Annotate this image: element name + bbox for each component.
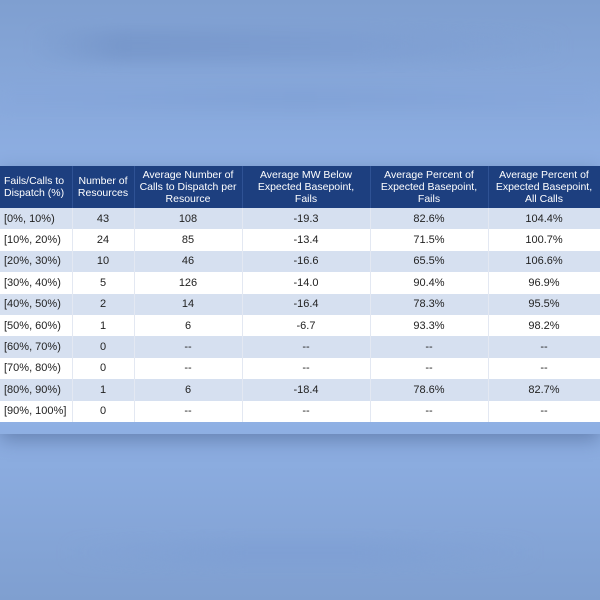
table-cell: -- xyxy=(134,357,243,380)
table-cell: -13.4 xyxy=(242,229,371,251)
table-cell: -- xyxy=(488,336,600,358)
table-cell: [0%, 10%) xyxy=(0,208,73,230)
data-table-container: Fails/Calls to Dispatch (%) Number of Re… xyxy=(0,166,600,434)
table-cell: [70%, 80%) xyxy=(0,357,73,380)
table-cell: 65.5% xyxy=(370,250,489,273)
table-cell: -19.3 xyxy=(242,208,371,230)
column-header: Number of Resources xyxy=(72,166,135,208)
table-cell: [40%, 50%) xyxy=(0,293,73,315)
table-cell: 78.6% xyxy=(370,379,489,401)
table-row: [90%, 100%] 0 -- -- -- -- xyxy=(0,400,600,422)
table-cell: [60%, 70%) xyxy=(0,336,73,358)
table-cell: 10 xyxy=(72,250,135,273)
table-cell: -- xyxy=(488,400,600,422)
table-cell: 14 xyxy=(134,293,243,315)
table-cell: -16.4 xyxy=(242,293,371,315)
table-cell: 126 xyxy=(134,272,243,294)
table-cell: -- xyxy=(370,357,489,380)
table-row: [50%, 60%) 1 6 -6.7 93.3% 98.2% xyxy=(0,314,600,337)
table-cell: -6.7 xyxy=(242,314,371,337)
blurred-background-bottom xyxy=(0,540,600,566)
column-header: Average Number of Calls to Dispatch per … xyxy=(134,166,243,208)
table-cell: -- xyxy=(488,357,600,380)
table-cell: 24 xyxy=(72,229,135,251)
table-cell: 0 xyxy=(72,400,135,422)
table-cell: 104.4% xyxy=(488,208,600,230)
table-cell: -- xyxy=(370,400,489,422)
table-cell: 71.5% xyxy=(370,229,489,251)
table-cell: 82.6% xyxy=(370,208,489,230)
table-row: [0%, 10%) 43 108 -19.3 82.6% 104.4% xyxy=(0,208,600,230)
column-header: Fails/Calls to Dispatch (%) xyxy=(0,166,73,208)
table-cell: -14.0 xyxy=(242,272,371,294)
table-body: [0%, 10%) 43 108 -19.3 82.6% 104.4% [10%… xyxy=(0,208,600,422)
table-cell: 0 xyxy=(72,336,135,358)
table-row: [40%, 50%) 2 14 -16.4 78.3% 95.5% xyxy=(0,293,600,315)
data-table: Fails/Calls to Dispatch (%) Number of Re… xyxy=(0,166,600,422)
column-header: Average MW Below Expected Basepoint, Fai… xyxy=(242,166,371,208)
column-header: Average Percent of Expected Basepoint, A… xyxy=(488,166,600,208)
table-cell: 5 xyxy=(72,272,135,294)
table-cell: -- xyxy=(370,336,489,358)
table-row: [60%, 70%) 0 -- -- -- -- xyxy=(0,336,600,358)
table-cell: -16.6 xyxy=(242,250,371,273)
table-row: [80%, 90%) 1 6 -18.4 78.6% 82.7% xyxy=(0,379,600,401)
table-row: [30%, 40%) 5 126 -14.0 90.4% 96.9% xyxy=(0,272,600,294)
table-cell: 106.6% xyxy=(488,250,600,273)
table-cell: 78.3% xyxy=(370,293,489,315)
table-cell: [30%, 40%) xyxy=(0,272,73,294)
table-cell: 93.3% xyxy=(370,314,489,337)
table-cell: 100.7% xyxy=(488,229,600,251)
table-cell: -- xyxy=(242,336,371,358)
table-cell: -18.4 xyxy=(242,379,371,401)
table-cell: 0 xyxy=(72,357,135,380)
table-cell: 1 xyxy=(72,314,135,337)
table-cell: 85 xyxy=(134,229,243,251)
table-cell: [90%, 100%] xyxy=(0,400,73,422)
table-cell: 46 xyxy=(134,250,243,273)
column-header: Average Percent of Expected Basepoint, F… xyxy=(370,166,489,208)
table-header-row: Fails/Calls to Dispatch (%) Number of Re… xyxy=(0,166,600,208)
table-row: [70%, 80%) 0 -- -- -- -- xyxy=(0,357,600,380)
table-cell: -- xyxy=(242,357,371,380)
table-cell: 6 xyxy=(134,379,243,401)
table-cell: [80%, 90%) xyxy=(0,379,73,401)
table-cell: 108 xyxy=(134,208,243,230)
table-cell: -- xyxy=(242,400,371,422)
table-cell: 98.2% xyxy=(488,314,600,337)
table-cell: 82.7% xyxy=(488,379,600,401)
table-cell: [20%, 30%) xyxy=(0,250,73,273)
table-cell: [10%, 20%) xyxy=(0,229,73,251)
table-row: [10%, 20%) 24 85 -13.4 71.5% 100.7% xyxy=(0,229,600,251)
table-cell: -- xyxy=(134,336,243,358)
table-cell: 96.9% xyxy=(488,272,600,294)
table-cell: 95.5% xyxy=(488,293,600,315)
table-cell: [50%, 60%) xyxy=(0,314,73,337)
table-cell: 1 xyxy=(72,379,135,401)
table-cell: 6 xyxy=(134,314,243,337)
table-row: [20%, 30%) 10 46 -16.6 65.5% 106.6% xyxy=(0,250,600,273)
blurred-background-band xyxy=(0,88,600,110)
table-cell: 2 xyxy=(72,293,135,315)
table-cell: -- xyxy=(134,400,243,422)
table-cell: 90.4% xyxy=(370,272,489,294)
table-cell: 43 xyxy=(72,208,135,230)
blurred-background-top xyxy=(0,30,600,62)
